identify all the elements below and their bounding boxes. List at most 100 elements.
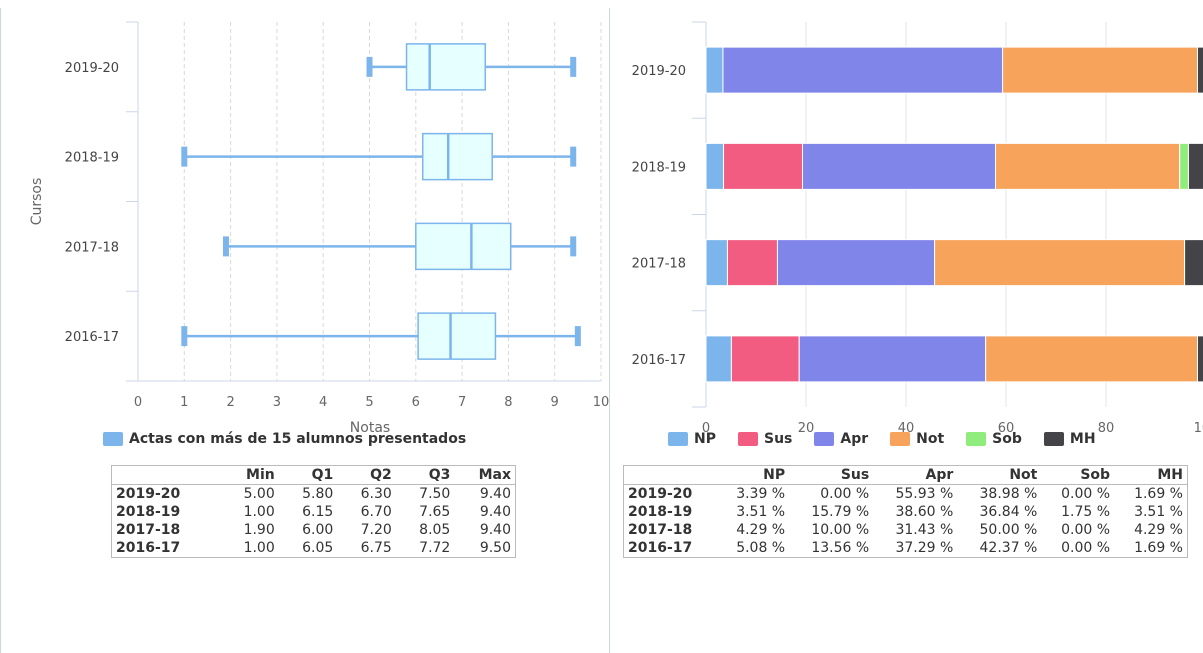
x-tick-label: 4 [319,395,327,410]
x-tick-label: 7 [458,395,466,410]
y-category-label: 2016-17 [632,353,686,368]
table-row: 2017-18 4.29 % 10.00 % 31.43 % 50.00 % 0.00 %… [624,521,1188,539]
x-tick-label: 100 [1194,421,1203,436]
bar-segment-sus [730,335,800,383]
table-row-header: 2019-20 [116,486,181,502]
legend-item-sus[interactable]: Sus [737,431,793,447]
x-tick-label: 5 [365,395,373,410]
bar-segment-mh [1187,142,1203,190]
table-header-cell: Q3 [395,465,455,485]
table-cell: 7.50 [419,486,451,502]
table-cell: 38.98 % [979,486,1038,502]
table-row: 2016-17 5.08 % 13.56 % 37.29 % 42.37 % 0.00 %… [624,539,1188,558]
stacked-bar-panel: 0204060801002019-202018-192017-182016-17… [610,8,1203,653]
whisker-cap-min [181,326,188,347]
table-cell: 3.39 % [736,486,786,502]
legend-swatch [737,432,758,446]
iqr-box [415,222,512,271]
table-cell: 0.00 % [1061,540,1111,556]
y-category-label: 2017-18 [632,257,686,272]
table-cell: 6.70 [360,504,392,520]
bar-segment-not [995,142,1181,190]
y-category-label: 2018-19 [65,151,119,166]
table-row: 2017-18 1.90 6.00 7.20 8.05 9.40 [112,521,516,539]
table-cell: 13.56 % [811,540,870,556]
table-row-header: 2016-17 [628,540,693,556]
table-row-header: 2017-18 [628,522,693,538]
x-tick-label: 60 [998,421,1015,436]
table-cell: 5.80 [302,486,334,502]
table-cell: 3.51 % [1134,504,1183,520]
table-cell: 1.90 [243,522,275,538]
bar-segment-not [1002,46,1198,94]
x-axis-title: Notas [350,420,390,436]
x-tick-label: 0 [702,421,710,436]
table-cell: 10.00 % [811,522,870,538]
bar-segment-sus [726,239,778,287]
table-header-cell [111,465,221,485]
legend-label: NP [694,431,716,447]
table-cell: 3.51 % [736,504,786,520]
bar-segment-np [705,142,725,190]
table-row: 2019-20 3.39 % 0.00 % 55.93 % 38.98 % 0.00 % 1… [624,485,1188,504]
bar-segment-np [705,335,732,383]
x-tick-label: 20 [798,421,815,436]
table-cell: 0.00 % [820,486,870,502]
bar-segment-mh [1197,335,1203,383]
x-tick-label: 3 [273,395,281,410]
table-cell: 1.69 % [1134,486,1183,502]
boxplot-legend[interactable]: Actas con más de 15 alumnos presentados [103,431,466,447]
x-tick-label: 80 [1098,421,1115,436]
table-header-cell: Not [957,465,1042,485]
stacked-bar-legend: NP Sus Apr Not Sob MH [668,431,1118,447]
table-header-cell: Apr [873,465,958,485]
legend-label: Not [916,431,945,447]
legend-label: Sus [763,431,793,447]
y-category-label: 2016-17 [65,330,119,345]
table-cell: 6.15 [302,504,334,520]
bar-segment-mh [1197,46,1203,94]
legend-item-sob[interactable]: Sob [966,431,1022,447]
whisker-cap-min [222,236,229,257]
legend-label: MH [1069,431,1096,447]
legend-item-np[interactable]: NP [668,431,716,447]
table-cell: 4.29 % [1134,522,1183,538]
legend-item-not[interactable]: Not [890,431,944,447]
y-category-label: 2018-19 [632,160,686,175]
bar-segment-mh [1184,239,1203,287]
iqr-box [405,43,487,91]
bar-segment-sus [723,142,803,190]
table-row-header: 2017-18 [116,522,181,538]
table-cell: 9.40 [479,486,511,502]
legend-swatch [890,432,911,446]
legend-item-apr[interactable]: Apr [814,431,868,447]
x-tick-label: 10 [593,395,609,410]
table-cell: 6.00 [302,522,334,538]
legend-swatch [814,432,835,446]
boxplot-panel: 0 1 2 3 4 5 6 7 8 9 10 Notas Cursos 2019-20 2018-19 201… [0,8,610,653]
table-cell: 7.72 [419,540,451,556]
iqr-box [417,312,497,360]
table-header-cell: NP [716,465,790,485]
bar-segment-not [934,239,1186,287]
table-cell: 55.93 % [895,486,954,502]
bar-segment-np [705,46,724,94]
y-category-label: 2017-18 [65,240,119,255]
table-row-header: 2016-17 [116,540,181,556]
table-cell: 9.40 [479,522,511,538]
table-cell: 15.79 % [811,504,870,520]
table-header-cell: MH [1114,465,1188,485]
table-row-header: 2019-20 [628,486,693,502]
whisker-cap-max [570,146,577,167]
table-row: 2018-19 1.00 6.15 6.70 7.65 9.40 [112,503,516,521]
table-cell: 8.05 [419,522,451,538]
bar-segment-not [985,335,1198,383]
table-cell: 6.30 [360,486,392,502]
legend-swatch [966,432,987,446]
boxplot-chart: 0 1 2 3 4 5 6 7 8 9 10 Notas Cursos 2019-20 2018-19 201… [29,21,609,436]
table-header-cell: Q1 [278,465,338,485]
table-header-cell [623,465,717,485]
legend-swatch [1043,432,1064,446]
legend-item-mh[interactable]: MH [1043,431,1096,447]
